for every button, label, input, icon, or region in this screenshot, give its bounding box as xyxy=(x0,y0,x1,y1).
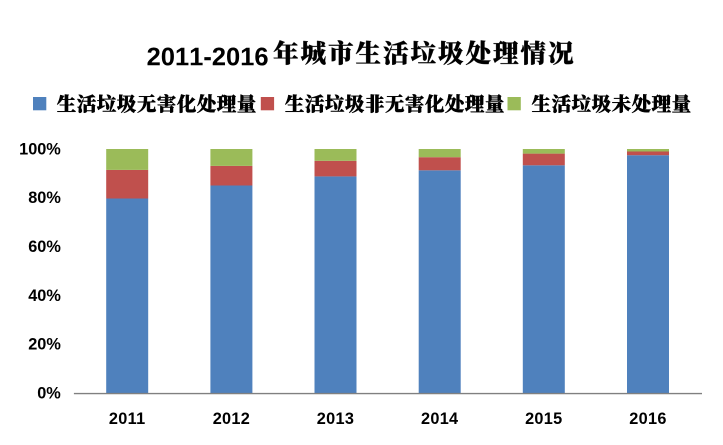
svg-text:2012: 2012 xyxy=(213,410,250,428)
svg-text:0%: 0% xyxy=(37,385,61,403)
svg-text:2015: 2015 xyxy=(525,410,562,428)
svg-text:80%: 80% xyxy=(28,189,61,207)
svg-text:60%: 60% xyxy=(28,238,61,256)
svg-text:40%: 40% xyxy=(28,287,61,305)
svg-text:2011: 2011 xyxy=(109,410,146,428)
svg-text:100%: 100% xyxy=(19,140,61,158)
svg-text:2013: 2013 xyxy=(317,410,354,428)
svg-text:2014: 2014 xyxy=(421,410,458,428)
svg-text:20%: 20% xyxy=(28,336,61,354)
svg-text:2016: 2016 xyxy=(629,410,666,428)
